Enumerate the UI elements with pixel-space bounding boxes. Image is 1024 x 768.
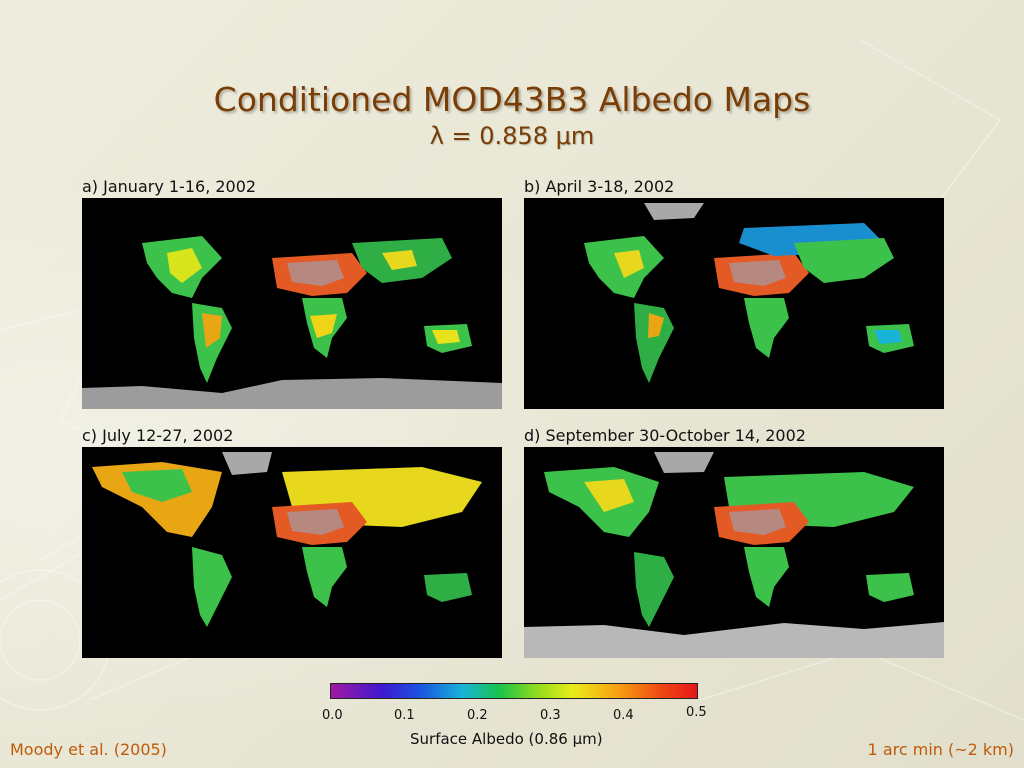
colorbar-tick: 0.3: [540, 708, 561, 723]
albedo-map-image: [82, 447, 502, 658]
colorbar-gradient: [330, 683, 698, 699]
colorbar-tick: 0.2: [467, 708, 488, 723]
map-panel-july: c) July 12-27, 2002: [82, 425, 502, 658]
slide-title: Conditioned MOD43B3 Albedo Maps: [213, 80, 811, 119]
map-panel-january: a) January 1-16, 2002: [82, 176, 502, 409]
panel-label: c) July 12-27, 2002: [82, 426, 234, 445]
panel-label: b) April 3-18, 2002: [524, 177, 675, 196]
map-panel-april: b) April 3-18, 2002: [524, 176, 944, 409]
panel-label: a) January 1-16, 2002: [82, 177, 257, 196]
colorbar-tick: 0.1: [394, 708, 415, 723]
albedo-map-image: [524, 198, 944, 409]
colorbar-legend: [330, 683, 698, 699]
colorbar-tick: 0.5: [686, 705, 707, 720]
colorbar-title: Surface Albedo (0.86 μm): [410, 730, 603, 748]
map-panel-september: d) September 30-October 14, 2002: [524, 425, 944, 658]
citation: Moody et al. (2005): [10, 740, 167, 759]
resolution-note: 1 arc min (~2 km): [867, 740, 1014, 759]
colorbar-tick: 0.0: [322, 708, 343, 723]
slide-subtitle: λ = 0.858 μm: [429, 122, 595, 150]
panel-label: d) September 30-October 14, 2002: [524, 426, 806, 445]
albedo-map-image: [82, 198, 502, 409]
colorbar-tick: 0.4: [613, 708, 634, 723]
albedo-map-image: [524, 447, 944, 658]
